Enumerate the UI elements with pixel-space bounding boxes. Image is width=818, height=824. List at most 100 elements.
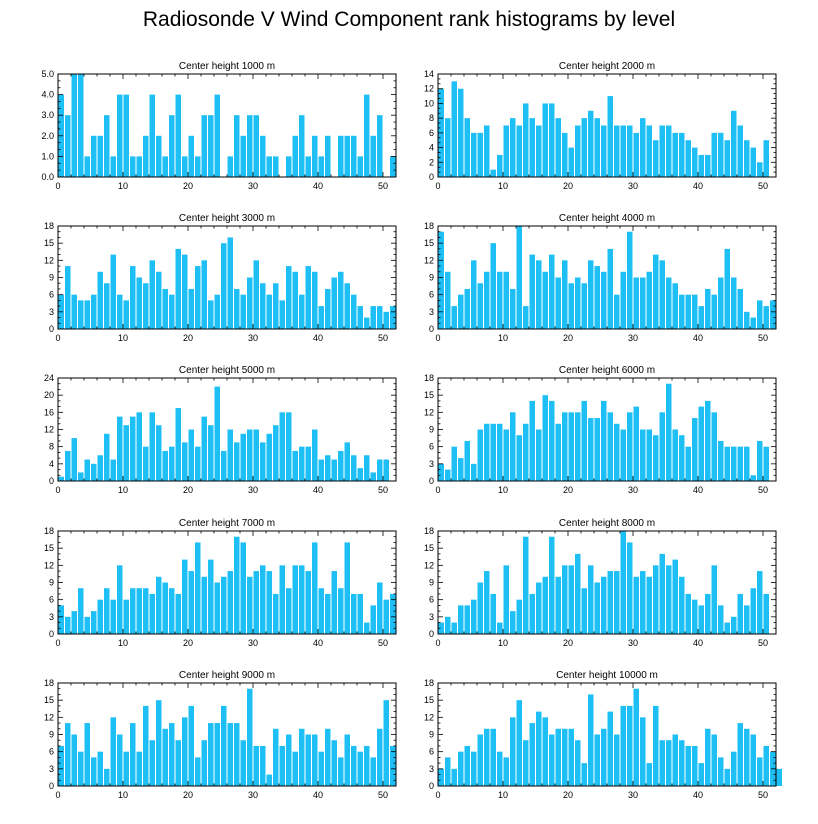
y-tick-label: 15 xyxy=(424,695,434,705)
histogram-bar xyxy=(117,294,123,329)
histogram-bar xyxy=(490,243,496,329)
histogram-bar xyxy=(744,605,750,634)
histogram-bar xyxy=(318,588,324,634)
x-tick-label: 40 xyxy=(313,485,323,495)
histogram-bar xyxy=(451,446,457,481)
histogram-bar xyxy=(364,622,370,634)
histogram-bar xyxy=(370,757,376,786)
histogram-bar xyxy=(633,132,639,177)
histogram-bar xyxy=(536,429,542,481)
histogram-bar xyxy=(156,576,162,634)
histogram-bar xyxy=(110,717,116,786)
histogram-bar xyxy=(175,94,181,177)
x-tick-label: 20 xyxy=(563,181,573,191)
y-tick-label: 6 xyxy=(49,595,54,605)
histogram-bar xyxy=(438,768,444,786)
histogram-bar xyxy=(104,115,110,177)
histogram-bar xyxy=(84,300,90,329)
histogram-bar xyxy=(175,740,181,786)
y-tick-label: 0 xyxy=(429,781,434,791)
histogram-bar xyxy=(344,542,350,634)
y-tick-label: 9 xyxy=(429,730,434,740)
histogram-bar xyxy=(357,593,363,634)
histogram-bar xyxy=(97,599,103,634)
histogram-bar xyxy=(724,446,730,481)
x-tick-label: 20 xyxy=(183,790,193,800)
histogram-bar xyxy=(588,694,594,786)
histogram-bar xyxy=(123,94,129,177)
histogram-bar xyxy=(607,711,613,786)
histogram-bar xyxy=(156,425,162,481)
histogram-bar xyxy=(325,288,331,329)
histogram-bar xyxy=(503,125,509,177)
histogram-bar xyxy=(737,593,743,634)
y-tick-label: 6 xyxy=(429,595,434,605)
histogram-bar xyxy=(305,446,311,481)
histogram-bar xyxy=(594,582,600,634)
histogram-bar xyxy=(718,757,724,786)
histogram-bar xyxy=(182,717,188,786)
histogram-bar xyxy=(620,705,626,786)
histogram-panel-8: Center height 8000 m 0 10 20 30 40 50 0 3 6 9 12 15 1… xyxy=(424,518,777,648)
histogram-bar xyxy=(581,118,587,177)
histogram-bar xyxy=(273,728,279,786)
x-tick-label: 0 xyxy=(55,485,60,495)
histogram-bar xyxy=(510,412,516,481)
histogram-bar xyxy=(91,757,97,786)
histogram-bar xyxy=(78,74,84,177)
histogram-bar xyxy=(568,412,574,481)
histogram-bar xyxy=(627,542,633,634)
histogram-bar xyxy=(607,412,613,481)
histogram-bar xyxy=(640,717,646,786)
histogram-bar xyxy=(97,751,103,786)
x-tick-label: 50 xyxy=(758,181,768,191)
histogram-bar xyxy=(331,459,337,481)
histogram-bar xyxy=(84,459,90,481)
histogram-bar xyxy=(731,751,737,786)
histogram-bar xyxy=(260,283,266,329)
histogram-bar xyxy=(234,288,240,329)
histogram-bar xyxy=(490,728,496,786)
histogram-bar xyxy=(679,435,685,481)
histogram-bar xyxy=(529,723,535,786)
histogram-bar xyxy=(536,711,542,786)
x-tick-label: 10 xyxy=(498,181,508,191)
histogram-bar xyxy=(653,140,659,177)
histogram-bar xyxy=(438,231,444,329)
panel-title: Center height 8000 m xyxy=(559,518,655,529)
histogram-bar xyxy=(240,542,246,634)
histogram-bar xyxy=(260,135,266,177)
histogram-bar xyxy=(390,593,396,634)
histogram-bar xyxy=(555,728,561,786)
histogram-bar xyxy=(110,599,116,634)
x-tick-label: 0 xyxy=(435,485,440,495)
histogram-bar xyxy=(698,306,704,329)
y-tick-label: 2.0 xyxy=(41,131,54,141)
histogram-bar xyxy=(633,576,639,634)
histogram-bar xyxy=(91,611,97,634)
histogram-bar xyxy=(653,565,659,634)
histogram-bar xyxy=(71,74,77,177)
histogram-bar xyxy=(685,294,691,329)
histogram-bar xyxy=(685,745,691,786)
histogram-bar xyxy=(149,412,155,481)
histogram-bar xyxy=(318,459,324,481)
histogram-bar xyxy=(471,599,477,634)
histogram-bar xyxy=(253,571,259,634)
histogram-bar xyxy=(110,254,116,329)
histogram-bar xyxy=(718,605,724,634)
figure-title: Radiosonde V Wind Component rank histogr… xyxy=(142,8,676,31)
histogram-bar xyxy=(757,300,763,329)
histogram-bar xyxy=(737,723,743,786)
histogram-bar xyxy=(370,306,376,329)
y-tick-label: 9 xyxy=(49,730,54,740)
histogram-bar xyxy=(588,110,594,177)
x-tick-label: 0 xyxy=(435,790,440,800)
histogram-bar xyxy=(377,115,383,177)
histogram-bar xyxy=(744,140,750,177)
y-tick-label: 18 xyxy=(424,221,434,231)
histogram-bar xyxy=(175,408,181,481)
histogram-bar xyxy=(685,446,691,481)
histogram-bar xyxy=(169,588,175,634)
histogram-panel-1: Center height 1000 m 0 10 20 30 40 50 0.0 1.0 2.0… xyxy=(41,61,397,191)
